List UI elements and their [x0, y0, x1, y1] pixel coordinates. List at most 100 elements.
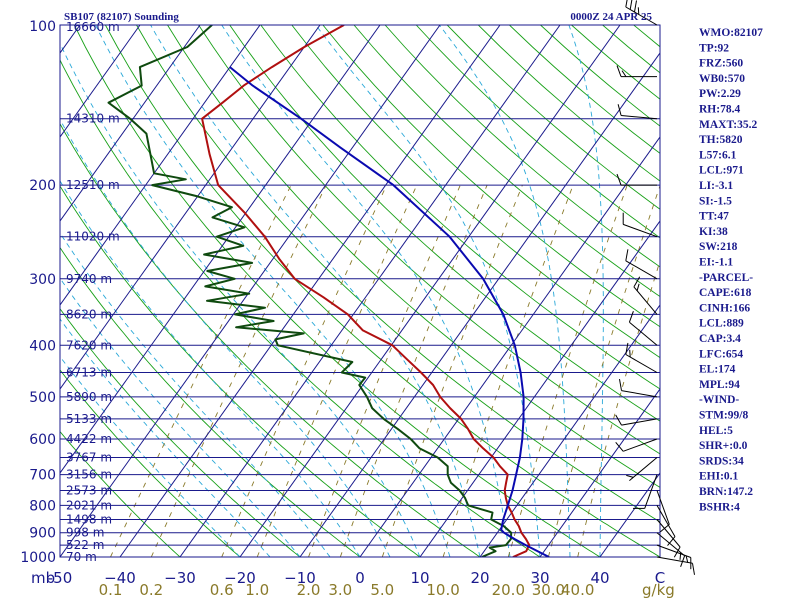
temperature-tick-label: 10: [410, 569, 429, 587]
dry-adiabat-line: [136, 25, 660, 523]
moist-adiabat-line: [221, 25, 511, 557]
height-label: 2573 m: [66, 484, 112, 498]
dry-adiabat-line: [198, 25, 660, 455]
dry-adiabat-line: [260, 25, 660, 390]
index-entry: CAP:3.4: [699, 333, 741, 345]
wind-barb: [656, 490, 670, 533]
wind-barb: [656, 544, 692, 570]
pressure-tick-label: 900: [29, 526, 56, 542]
mixing-ratio-tick-label: 3.0: [328, 581, 352, 599]
index-entry: LFC:654: [699, 348, 743, 360]
temperature-profile-line: [201, 25, 531, 557]
dry-adiabat-line: [60, 185, 421, 557]
mixing-ratio-line: [577, 259, 660, 557]
pressure-tick-label: 300: [29, 272, 56, 288]
mixing-ratio-tick-label: 1.0: [245, 581, 269, 599]
isotherm-line: [60, 25, 141, 138]
index-entry: TP:92: [699, 42, 729, 54]
isotherm-line: [0, 25, 20, 557]
wind-barb: [625, 0, 658, 26]
dry-adiabat-line: [105, 25, 660, 557]
dry-adiabat-line: [229, 25, 660, 422]
temperature-tick-label: 0: [355, 569, 365, 587]
wind-barb: [617, 104, 658, 120]
temperature-tick-label: 30: [530, 569, 549, 587]
index-entry: LCL:971: [699, 165, 744, 177]
temperature-tick-label: 40: [590, 569, 609, 587]
height-label: 3767 m: [66, 451, 112, 465]
temperature-tick-label: C: [655, 569, 665, 587]
mixing-ratio-line: [110, 184, 292, 557]
chart-title: SB107 (82107) Sounding: [64, 11, 179, 23]
mixing-ratio-lines: [110, 184, 660, 557]
dry-adiabat-line: [384, 25, 660, 268]
isotherm-line: [419, 220, 660, 557]
index-entry: LI:-3.1: [699, 180, 733, 192]
isotherms: [0, 25, 660, 557]
isotherm-line: [60, 25, 201, 222]
isotherm-line: [60, 25, 441, 557]
mixing-ratio-tick-label: 2.0: [297, 581, 321, 599]
index-entry: MAXT:35.2: [699, 119, 757, 131]
valid-time: 0000Z 24 APR 25: [570, 11, 652, 23]
height-label: 1498 m: [66, 513, 112, 527]
index-entry: EI:-1.1: [699, 257, 733, 269]
mixing-ratio-unit-label: g/kg: [642, 581, 675, 599]
index-entry: CAPE:618: [699, 287, 752, 299]
temperature-tick-label: 20: [470, 569, 489, 587]
mixing-ratio-line: [150, 184, 327, 557]
indices-panel: WMO:82107 TP:92 FRZ:560 WB0:570 PW:2.29 RH:78…: [699, 27, 763, 513]
pressure-tick-label: 100: [29, 19, 56, 35]
dry-adiabat-line: [509, 25, 660, 154]
dewpoint-profile-line: [107, 25, 513, 557]
pressure-tick-label: 200: [29, 178, 56, 194]
mixing-ratio-line: [547, 184, 660, 557]
index-entry: SI:-1.5: [699, 195, 732, 207]
dry-adiabat-line: [322, 25, 660, 328]
dry-adiabat-line: [60, 246, 361, 557]
index-entry: EL:174: [699, 364, 736, 376]
wind-barb: [625, 342, 658, 373]
mixing-ratio-tick-label: 10.0: [426, 581, 459, 599]
dry-adiabat-line: [291, 25, 660, 359]
height-label: 5133 m: [66, 412, 112, 426]
height-label: 12510 m: [66, 178, 120, 192]
height-label: 9740 m: [66, 272, 112, 286]
pressure-tick-label: 500: [29, 390, 56, 406]
isotherm-line: [60, 25, 321, 390]
mixing-ratio-tick-labels: 0.1 0.2 0.6 1.0 2.0 3.0 5.0 10.0 20.0 30.040.0: [99, 581, 595, 599]
index-entry: -PARCEL-: [699, 272, 753, 284]
wind-barb: [656, 532, 686, 567]
index-entry: BRN:147.2: [699, 486, 753, 498]
height-label: 5890 m: [66, 390, 112, 404]
mixing-ratio-tick-label: 5.0: [370, 581, 394, 599]
dry-adiabat-line: [60, 59, 541, 557]
wind-barb: [656, 519, 681, 558]
plot-frame: [59, 24, 661, 558]
height-label: 70 m: [66, 550, 97, 564]
temperature-tick-labels: -50 −40 −30 −20 −10 0 10 20 30 40 C: [48, 569, 665, 587]
parcel-profile-line: [229, 66, 550, 557]
isotherm-line: [539, 388, 660, 557]
height-label: 14310 m: [66, 112, 120, 126]
mixing-ratio-line: [339, 184, 488, 557]
temperature-tick-label: −20: [224, 569, 256, 587]
index-entry: WMO:82107: [699, 27, 763, 39]
index-entry: MPL:94: [699, 379, 740, 391]
pressure-tick-labels: 100 200 300 400 500 600 700 800 900 1000: [20, 19, 56, 566]
isotherm-line: [359, 136, 660, 557]
sounding-profiles: [107, 25, 550, 557]
height-label: 3156 m: [66, 468, 112, 482]
pressure-tick-label: 400: [29, 338, 56, 354]
wind-barb: [633, 276, 658, 315]
height-label: 11020 m: [66, 230, 120, 244]
index-entry: RH:78.4: [699, 104, 740, 116]
wind-barb: [625, 249, 658, 280]
wind-barb: [616, 65, 657, 78]
wind-barb: [656, 556, 695, 575]
height-label: 998 m: [66, 526, 104, 540]
pressure-tick-label: 600: [29, 432, 56, 448]
chart-background-lines: [0, 25, 660, 557]
wind-barb: [615, 414, 658, 426]
